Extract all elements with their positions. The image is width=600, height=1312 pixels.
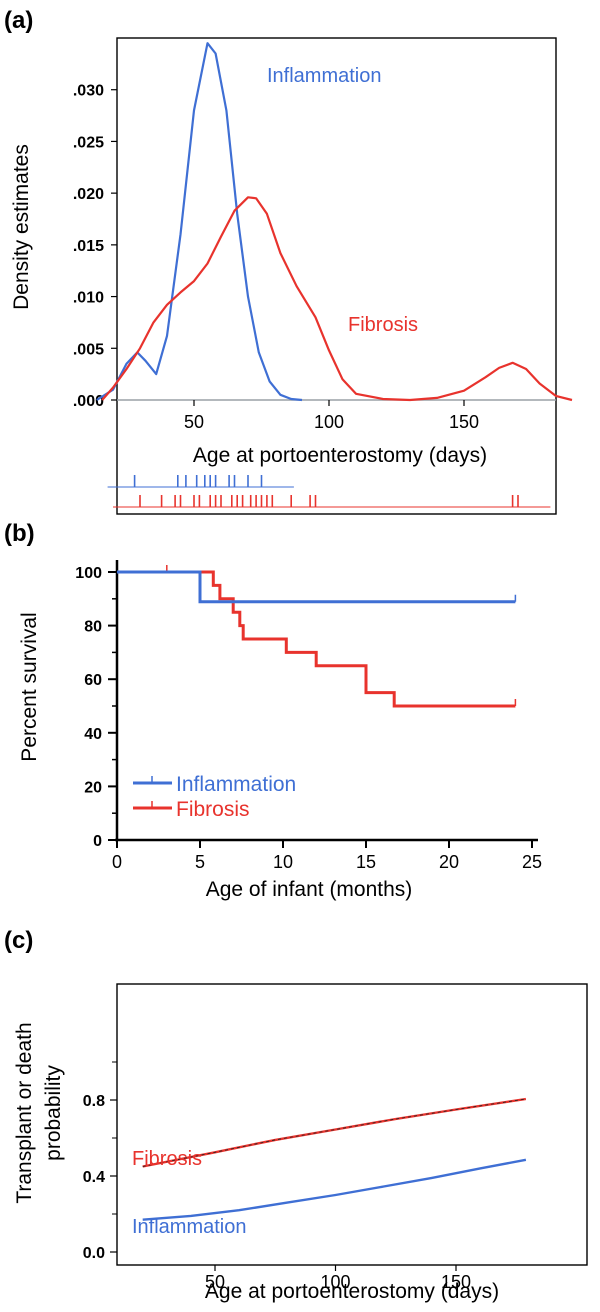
series-fibrosis-step-line	[117, 570, 516, 708]
panel-a-label-fibrosis: Fibrosis	[348, 314, 418, 336]
panel-c-x-ticks: 50 100 150	[205, 1265, 471, 1292]
x-tick-label: 15	[356, 852, 376, 872]
panel-a-label-inflammation: Inflammation	[267, 65, 382, 87]
y-tick-label: 0	[93, 833, 102, 850]
x-tick-label: 0	[112, 852, 122, 872]
panel-a-series	[96, 42, 573, 402]
series-fibrosis-dashed-overlay	[142, 1098, 526, 1167]
x-tick-label: 100	[320, 1272, 350, 1292]
y-tick-label: 80	[84, 619, 102, 636]
panel-c-x-axis-title: Age at portoenterostomy (days)	[205, 1280, 499, 1303]
panel-b-series	[117, 565, 517, 708]
series-inflammation-line	[142, 1158, 527, 1221]
x-tick-label: 50	[184, 412, 204, 432]
y-tick-label: .000	[73, 393, 104, 410]
y-tick-label: .010	[73, 290, 104, 307]
panel-b-legend: Inflammation Fibrosis	[133, 773, 296, 821]
panel-b-x-ticks: 0 5 10 15 20 25	[112, 840, 542, 872]
y-tick-label: 40	[84, 726, 102, 743]
y-tick-label: 100	[75, 565, 102, 582]
panel-a-x-ticks: 50 100 150	[184, 400, 479, 432]
legend-fibrosis-label: Fibrosis	[176, 798, 250, 821]
panel-b-x-axis-title: Age of infant (months)	[206, 878, 413, 901]
panel-c-y-axis-title-line2: probability	[42, 1065, 65, 1161]
y-tick-label: .015	[73, 238, 104, 255]
y-tick-label: 60	[84, 672, 102, 689]
panel-c-series	[142, 1097, 527, 1221]
y-tick-label: 0.0	[83, 1245, 105, 1262]
panel-c-frame	[116, 983, 588, 1266]
y-tick-label: 20	[84, 779, 102, 796]
panel-c-label-inflammation: Inflammation	[132, 1216, 247, 1238]
x-tick-label: 20	[439, 852, 459, 872]
x-tick-label: 50	[205, 1272, 225, 1292]
series-fibrosis-line	[101, 196, 573, 402]
panel-a-y-axis-title: Density estimates	[10, 144, 33, 310]
panel-b-label: (b)	[4, 520, 35, 547]
x-tick-label: 150	[449, 412, 479, 432]
panel-a-x-axis-title: Age at portoenterostomy (days)	[193, 444, 487, 467]
panel-c: (c) 0.0 0.4 0.8 50 100 150 Age at portoenter…	[4, 927, 588, 1303]
panel-a: (a) .000 .005 .010 .015 .020 .025 .030 50 100 15…	[4, 7, 573, 515]
panel-b-y-axis-title: Percent survival	[18, 612, 41, 761]
y-tick-label: .005	[73, 341, 104, 358]
panel-b-y-ticks: 0 20 40 60 80 100	[75, 565, 117, 850]
y-tick-label: 0.8	[83, 1093, 105, 1110]
panel-c-y-ticks: 0.0 0.4 0.8	[83, 1061, 117, 1262]
y-tick-label: .025	[73, 134, 104, 151]
panel-a-y-ticks: .000 .005 .010 .015 .020 .025 .030	[73, 83, 117, 410]
panel-c-label-fibrosis: Fibrosis	[132, 1148, 202, 1170]
y-tick-label: .020	[73, 186, 104, 203]
panel-b: (b) 0 20 40 60 80 100 0 5 10 15 20 25 Age of infan…	[4, 520, 542, 901]
x-tick-label: 25	[522, 852, 542, 872]
legend-inflammation-label: Inflammation	[176, 773, 296, 796]
x-tick-label: 100	[314, 412, 344, 432]
panel-a-rug	[107, 475, 551, 508]
x-tick-label: 5	[195, 852, 205, 872]
series-inflammation-step-line	[117, 570, 516, 604]
panel-c-y-axis-title-line1: Transplant or death	[13, 1022, 36, 1203]
panel-a-label: (a)	[4, 7, 33, 34]
y-tick-label: 0.4	[83, 1169, 105, 1186]
y-tick-label: .030	[73, 83, 104, 100]
x-tick-label: 10	[273, 852, 293, 872]
panel-c-label: (c)	[4, 927, 33, 954]
panel-a-frame	[116, 37, 557, 515]
x-tick-label: 150	[441, 1272, 471, 1292]
